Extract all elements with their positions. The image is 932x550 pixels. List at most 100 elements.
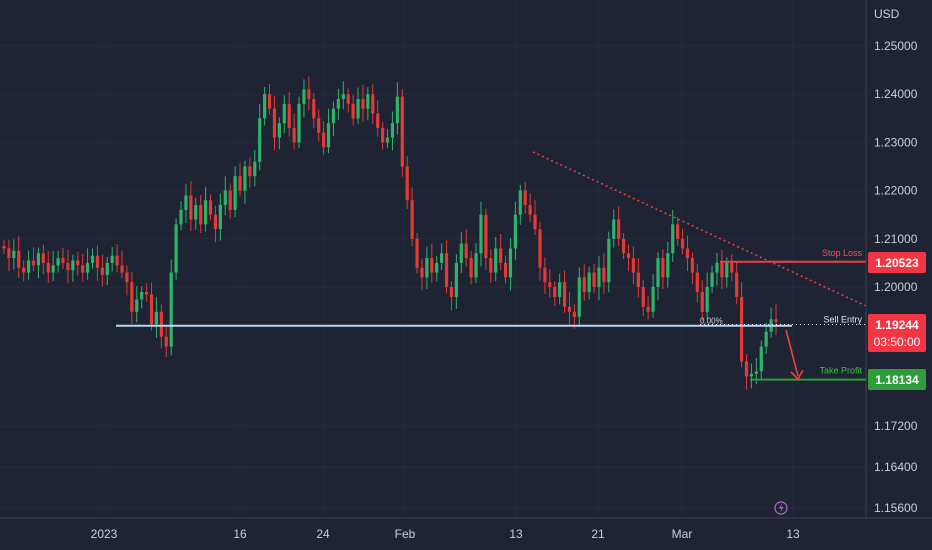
candle [700, 291, 704, 312]
candle [592, 272, 596, 287]
candle [71, 260, 75, 271]
candle [680, 238, 685, 249]
candle [710, 272, 714, 287]
candle [730, 262, 734, 273]
sell-entry-badge: 1.19244 03:50:00 [868, 314, 926, 352]
grid [0, 0, 866, 518]
candle [140, 291, 144, 300]
candle [562, 282, 567, 307]
candle [159, 311, 163, 337]
candle [602, 267, 606, 283]
candle [444, 253, 449, 287]
candle [125, 272, 129, 283]
take-profit-price: 1.18134 [875, 373, 919, 387]
candle [81, 265, 85, 273]
candle [56, 258, 60, 266]
candle [51, 265, 55, 273]
candle [90, 255, 95, 263]
time-tick: 13 [786, 527, 800, 541]
candle [233, 176, 237, 210]
time-tick: 2023 [91, 527, 118, 541]
time-tick: Feb [395, 527, 416, 541]
time-tick: Mar [672, 527, 693, 541]
currency-label: USD [874, 7, 900, 21]
candle [479, 214, 483, 254]
candle [690, 258, 695, 273]
candle [558, 282, 562, 297]
candle [238, 176, 242, 191]
candle [12, 250, 16, 259]
candle [435, 262, 439, 273]
candle [405, 166, 409, 201]
candle [385, 137, 390, 143]
candle [331, 108, 336, 124]
candle [381, 127, 385, 143]
candle [720, 262, 724, 278]
candle [759, 346, 763, 372]
candle [223, 190, 227, 206]
candle [17, 250, 21, 268]
candle [287, 103, 291, 128]
candle [66, 262, 70, 271]
candle [366, 94, 370, 109]
candle [410, 200, 414, 239]
candle [415, 238, 419, 268]
sell-entry-label: Sell Entry [823, 315, 862, 325]
candle [322, 132, 326, 148]
stop-loss-price: 1.20523 [875, 256, 919, 270]
time-tick: 16 [233, 527, 247, 541]
candle [135, 299, 139, 312]
candle [744, 361, 749, 377]
candle [149, 294, 154, 325]
candle [336, 99, 340, 109]
candle [641, 287, 645, 307]
time-tick: 24 [316, 527, 330, 541]
candle [666, 253, 670, 278]
candle [297, 103, 301, 143]
candle [258, 118, 262, 162]
candle [626, 253, 631, 259]
price-tick: 1.16400 [874, 460, 918, 474]
projection-arrow [785, 329, 799, 377]
candle [213, 214, 218, 230]
fib-level-label: 0.00% [700, 317, 723, 326]
candle [577, 277, 581, 317]
candle [312, 99, 316, 119]
lightning-icon[interactable] [774, 501, 788, 515]
trendline [532, 151, 867, 307]
candle [95, 255, 100, 268]
candle [685, 248, 690, 259]
candle [115, 255, 119, 266]
candle [739, 296, 744, 362]
annotations: Stop Loss Sell Entry 0.00% Take Profit [116, 151, 867, 381]
candle [607, 238, 611, 283]
arrow-head [790, 369, 804, 381]
candle [474, 253, 478, 278]
candle [499, 248, 503, 263]
candle [597, 267, 601, 287]
candle [341, 94, 345, 100]
candle [110, 255, 114, 263]
price-tick: 1.24000 [874, 87, 918, 101]
candle [420, 267, 424, 278]
candle [179, 209, 183, 225]
candle [7, 248, 11, 259]
candle [725, 262, 729, 278]
candle [617, 219, 621, 239]
candle [612, 219, 616, 239]
candle [307, 89, 311, 100]
candle [248, 166, 252, 177]
candle [317, 118, 321, 133]
candle [390, 123, 395, 138]
candle [661, 258, 665, 278]
candle [695, 272, 699, 292]
candle [754, 371, 758, 374]
candle [184, 195, 188, 210]
candle [376, 113, 380, 128]
candle [371, 94, 375, 114]
stop-loss-badge: 1.20523 [868, 252, 926, 273]
candle [218, 205, 222, 230]
candle [523, 190, 527, 206]
price-tick: 1.21000 [874, 232, 918, 246]
